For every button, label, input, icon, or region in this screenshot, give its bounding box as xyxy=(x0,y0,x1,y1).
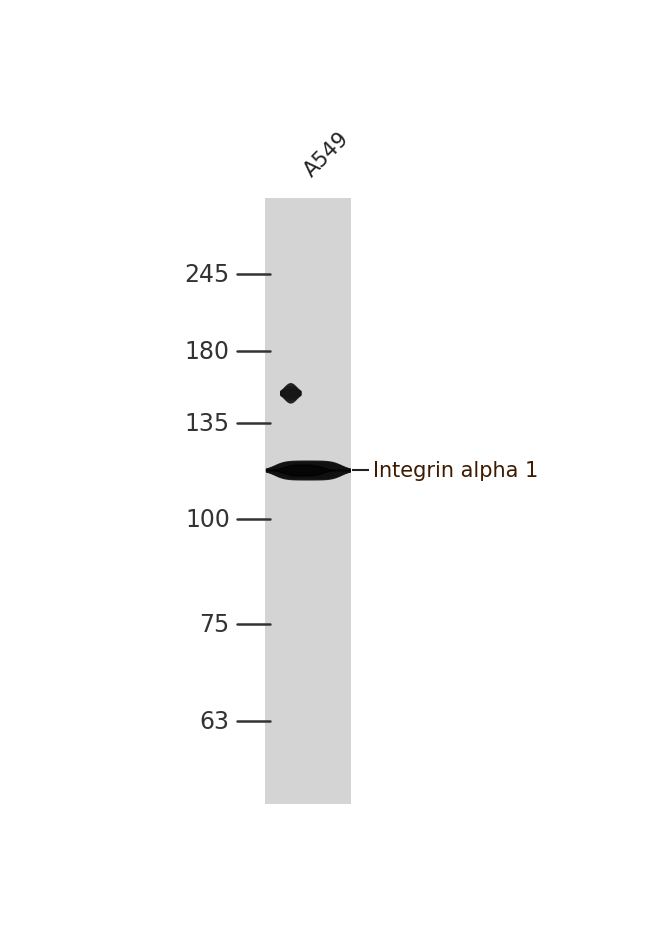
Text: 100: 100 xyxy=(185,507,230,532)
Bar xyxy=(265,198,351,804)
Text: 75: 75 xyxy=(200,612,230,636)
Text: 245: 245 xyxy=(185,262,230,286)
Text: 135: 135 xyxy=(185,412,230,435)
Text: 63: 63 xyxy=(200,709,230,733)
Text: 180: 180 xyxy=(185,340,230,363)
Text: Integrin alpha 1: Integrin alpha 1 xyxy=(373,461,539,480)
Text: A549: A549 xyxy=(300,128,353,181)
